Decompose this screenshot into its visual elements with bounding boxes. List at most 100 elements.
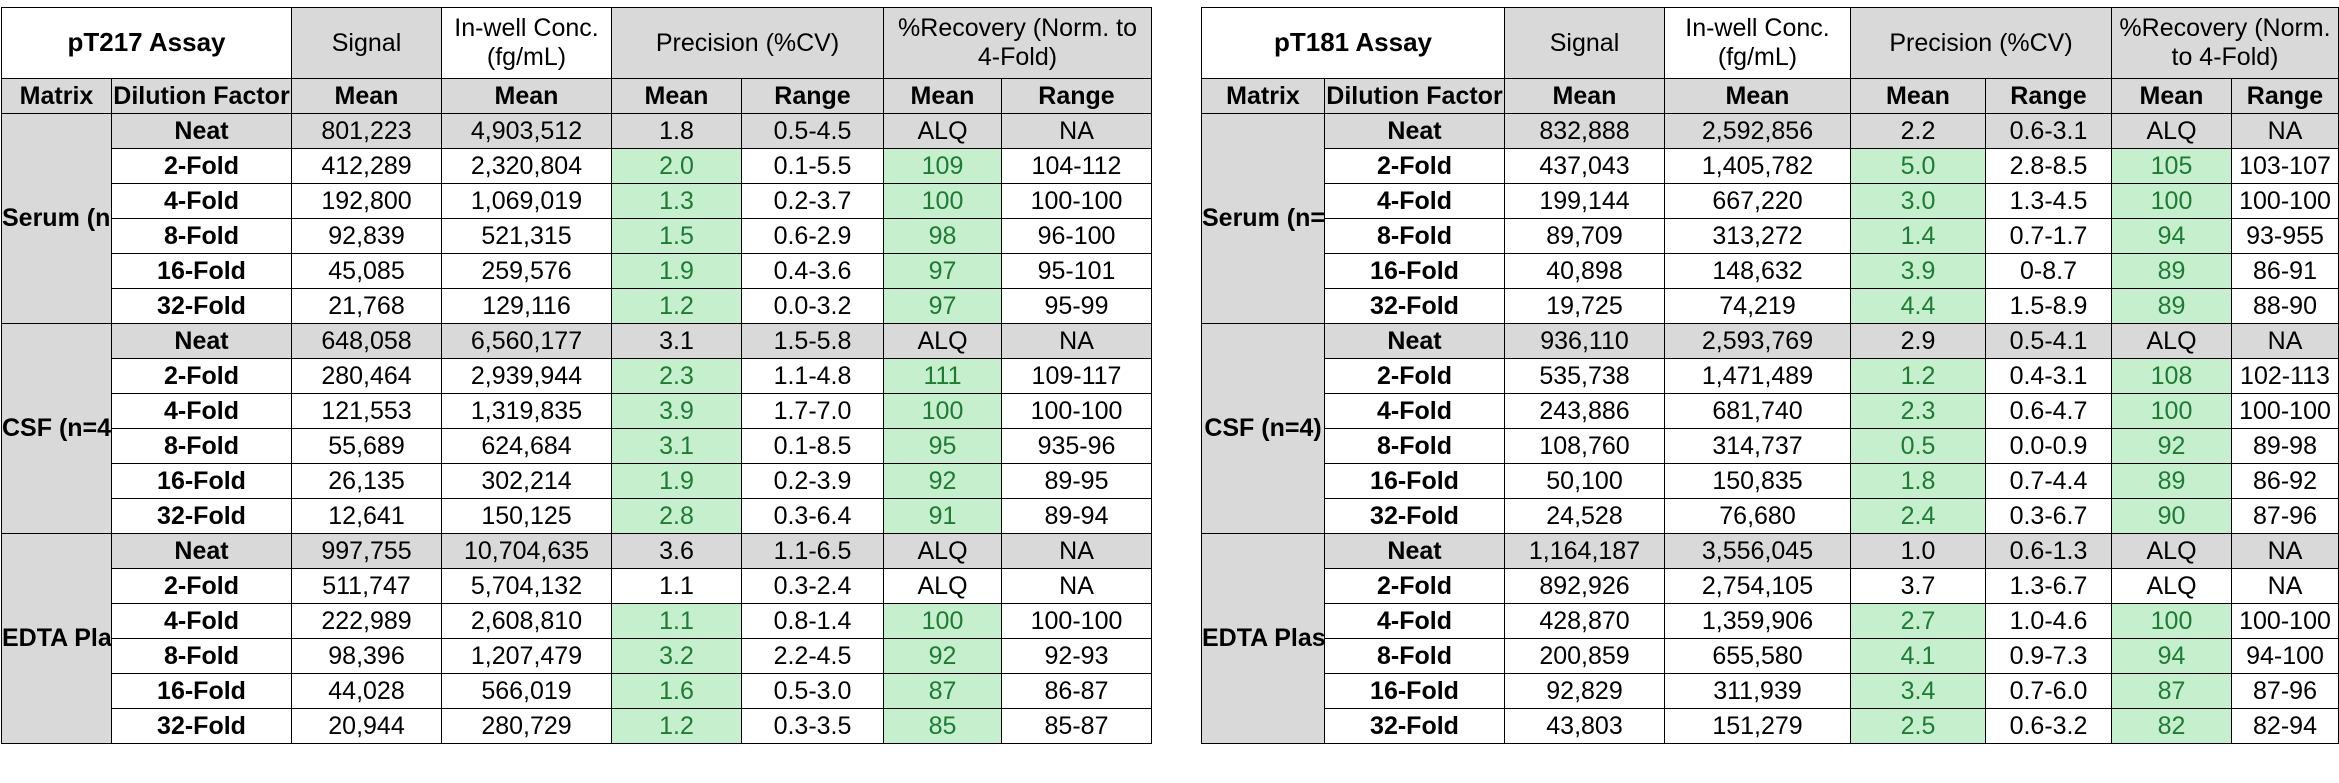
table-row: Serum (n=4)Neat801,2234,903,5121.80.5-4.… xyxy=(1,113,1153,324)
precision-range-cell: 1.3-4.5 xyxy=(1985,183,2112,219)
dilution-factor-cell: 16-Fold xyxy=(1324,673,1505,709)
header-recovery-mean: Mean xyxy=(883,78,1002,114)
recovery-mean-cell: 100 xyxy=(883,393,1002,429)
recovery-range-cell: 89-98 xyxy=(2230,428,2339,464)
dilution-factor-cell: Neat xyxy=(111,323,292,359)
recovery-mean-cell: 82 xyxy=(2111,708,2232,744)
table-row: 8-Fold 98,396 1,207,479 3.2 2.2-4.5 92 92-93 xyxy=(2,638,1153,674)
precision-range-cell: 0.0-3.2 xyxy=(741,288,884,324)
header-signal: Signal xyxy=(291,7,442,79)
dilution-factor-cell: 32-Fold xyxy=(1324,498,1505,534)
recovery-range-cell: 100-100 xyxy=(2230,393,2339,429)
table-row: 8-Fold 108,760 314,737 0.5 0.0-0.9 92 89-98 xyxy=(1202,428,2339,464)
recovery-range-cell: 100-100 xyxy=(1000,603,1153,639)
recovery-range-cell: NA xyxy=(1000,113,1153,149)
dilution-factor-cell: 32-Fold xyxy=(1324,708,1505,744)
table-row: 8-Fold 89,709 313,272 1.4 0.7-1.7 94 93-955 xyxy=(1202,218,2339,254)
conc-mean-cell: 302,214 xyxy=(441,463,612,499)
precision-mean-cell: 2.5 xyxy=(1850,708,1986,744)
recovery-range-cell: 92-93 xyxy=(1000,638,1153,674)
precision-range-cell: 1.3-6.7 xyxy=(1985,568,2112,604)
signal-mean-cell: 511,747 xyxy=(291,568,442,604)
header-conc-mean: Mean xyxy=(441,78,612,114)
precision-mean-cell: 3.0 xyxy=(1850,183,1986,219)
precision-range-cell: 0.5-4.1 xyxy=(1985,323,2112,359)
recovery-mean-cell: ALQ xyxy=(2111,113,2232,149)
precision-mean-cell: 2.8 xyxy=(611,498,742,534)
dilution-factor-cell: 4-Fold xyxy=(111,393,292,429)
recovery-mean-cell: 100 xyxy=(2111,393,2232,429)
table-row: 16-Fold 45,085 259,576 1.9 0.4-3.6 97 95-101 xyxy=(2,253,1153,289)
recovery-range-cell: 100-100 xyxy=(1000,393,1153,429)
header-dilution-factor: Dilution Factor xyxy=(1324,78,1505,114)
conc-mean-cell: 313,272 xyxy=(1664,218,1851,254)
precision-mean-cell: 3.1 xyxy=(611,428,742,464)
recovery-mean-cell: 87 xyxy=(2111,673,2232,709)
dilution-factor-cell: Neat xyxy=(1324,113,1505,149)
table-row: 2-Fold 412,289 2,320,804 2.0 0.1-5.5 109 104-1… xyxy=(2,148,1153,184)
header-dilution-factor: Dilution Factor xyxy=(111,78,292,114)
recovery-mean-cell: 91 xyxy=(883,498,1002,534)
header-row-columns: Matrix Dilution Factor Mean Mean Mean Ra… xyxy=(1,78,1153,114)
header-signal-mean: Mean xyxy=(291,78,442,114)
recovery-mean-cell: ALQ xyxy=(2111,568,2232,604)
dilution-factor-cell: 16-Fold xyxy=(111,673,292,709)
header-precision-range: Range xyxy=(741,78,884,114)
conc-mean-cell: 1,319,835 xyxy=(441,393,612,429)
recovery-range-cell: 87-96 xyxy=(2230,673,2339,709)
precision-mean-cell: 5.0 xyxy=(1850,148,1986,184)
header-recovery-mean: Mean xyxy=(2111,78,2232,114)
signal-mean-cell: 222,989 xyxy=(291,603,442,639)
signal-mean-cell: 648,058 xyxy=(291,323,442,359)
recovery-mean-cell: 94 xyxy=(2111,218,2232,254)
recovery-mean-cell: 89 xyxy=(2111,253,2232,289)
recovery-range-cell: 95-101 xyxy=(1000,253,1153,289)
precision-mean-cell: 3.1 xyxy=(611,323,742,359)
precision-mean-cell: 1.2 xyxy=(1850,358,1986,394)
precision-mean-cell: 1.1 xyxy=(611,603,742,639)
recovery-range-cell: 100-100 xyxy=(2230,603,2339,639)
precision-range-cell: 1.7-7.0 xyxy=(741,393,884,429)
recovery-mean-cell: 89 xyxy=(2111,463,2232,499)
header-recovery-range: Range xyxy=(1000,78,1153,114)
precision-range-cell: 0.9-7.3 xyxy=(1985,638,2112,674)
precision-mean-cell: 2.3 xyxy=(1850,393,1986,429)
header-recovery: %Recovery (Norm. to 4-Fold) xyxy=(882,7,1153,79)
recovery-range-cell: 102-113 xyxy=(2230,358,2339,394)
header-precision: Precision (%CV) xyxy=(611,7,884,79)
precision-range-cell: 1.1-6.5 xyxy=(741,533,884,569)
signal-mean-cell: 19,725 xyxy=(1504,288,1665,324)
conc-mean-cell: 4,903,512 xyxy=(441,113,612,149)
recovery-mean-cell: 100 xyxy=(2111,603,2232,639)
signal-mean-cell: 92,839 xyxy=(291,218,442,254)
table-row: 4-Fold 199,144 667,220 3.0 1.3-4.5 100 100-100 xyxy=(1202,183,2339,219)
table-row: 2-Fold 437,043 1,405,782 5.0 2.8-8.5 105 103-1… xyxy=(1202,148,2339,184)
table-row: 2-Fold 280,464 2,939,944 2.3 1.1-4.8 111 109-1… xyxy=(2,358,1153,394)
precision-mean-cell: 4.4 xyxy=(1850,288,1986,324)
signal-mean-cell: 199,144 xyxy=(1504,183,1665,219)
recovery-mean-cell: 97 xyxy=(883,253,1002,289)
recovery-range-cell: 94-100 xyxy=(2230,638,2339,674)
recovery-range-cell: 935-96 xyxy=(1000,428,1153,464)
recovery-mean-cell: 100 xyxy=(883,603,1002,639)
table-row: 16-Fold 26,135 302,214 1.9 0.2-3.9 92 89-95 xyxy=(2,463,1153,499)
recovery-range-cell: NA xyxy=(2230,568,2339,604)
recovery-range-cell: NA xyxy=(2230,113,2339,149)
signal-mean-cell: 26,135 xyxy=(291,463,442,499)
precision-mean-cell: 2.2 xyxy=(1850,113,1986,149)
matrix-label: EDTA Plasma (n=4) xyxy=(1,533,112,744)
dilution-factor-cell: 4-Fold xyxy=(111,603,292,639)
precision-range-cell: 2.2-4.5 xyxy=(741,638,884,674)
conc-mean-cell: 1,359,906 xyxy=(1664,603,1851,639)
recovery-mean-cell: 100 xyxy=(883,183,1002,219)
signal-mean-cell: 43,803 xyxy=(1504,708,1665,744)
recovery-range-cell: 88-90 xyxy=(2230,288,2339,324)
recovery-range-cell: 86-92 xyxy=(2230,463,2339,499)
recovery-mean-cell: 92 xyxy=(2111,428,2232,464)
precision-mean-cell: 1.9 xyxy=(611,463,742,499)
table-row: 8-Fold 200,859 655,580 4.1 0.9-7.3 94 94-100 xyxy=(1202,638,2339,674)
header-in-well-conc: In-well Conc. (fg/mL) xyxy=(441,7,612,79)
recovery-mean-cell: 105 xyxy=(2111,148,2232,184)
precision-mean-cell: 3.9 xyxy=(611,393,742,429)
recovery-mean-cell: 94 xyxy=(2111,638,2232,674)
